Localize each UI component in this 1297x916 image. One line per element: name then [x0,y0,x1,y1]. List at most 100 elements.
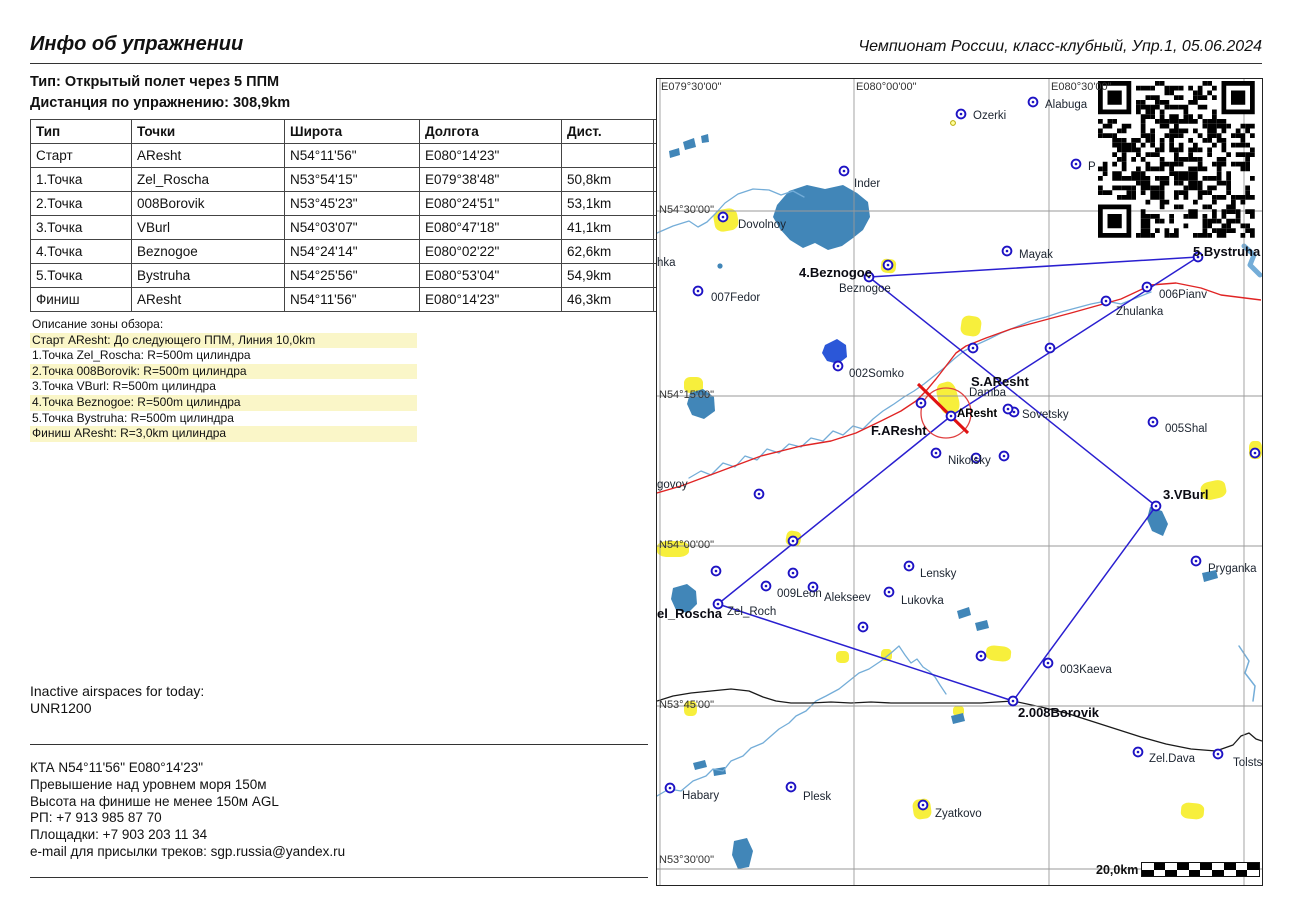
waypoint-marker-dot [921,803,925,807]
observation-zone-line: 3.Точка VBurl: R=500m цилиндра [32,379,216,394]
waypoint-label: 005Shal [1165,423,1208,435]
waypoint-marker-dot [714,569,718,573]
table-cell: 5.Точка [30,263,132,288]
observation-zone-line: Финиш AResht: R=3,0km цилиндра [30,426,417,442]
task-point-label: 5.Bystruha [1193,244,1261,259]
inactive-airspaces: Inactive airspaces for today: UNR1200 [30,683,204,716]
waypoint-marker-dot [696,289,700,293]
waypoint-label: govoy [657,479,688,491]
scale-bar-cell [1142,869,1154,876]
waypoint-label: 003Kaeva [1060,664,1112,676]
scale-bar-cell [1235,863,1248,870]
table-cell: 41,1km [561,215,654,240]
task-map[interactable]: 20,0km Ozerki Alabuga P Inder Dovolnoy Mayak 0… [656,78,1263,886]
table-row: 2.Точка 008Borovik N53°45'23" E080°24'51" 53… [30,191,717,216]
waypoint-marker-dot [979,654,983,658]
waypoint-marker-dot [1012,410,1016,414]
scale-bar-cell [1165,869,1178,876]
waypoint-label: Habary [682,790,720,802]
table-row: 3.ТочкаVBurlN54°03'07"E080°47'18"41,1km3… [30,215,717,240]
waypoint-marker-dot [867,275,871,279]
waypoint-label: Ozerki [973,110,1007,122]
scale-bar-cell [1212,863,1224,870]
observation-zone-line: 1.Точка Zel_Roscha: R=500m цилиндра [32,348,251,363]
task-point-label: 4.Beznogoe [799,265,872,280]
town-patch [1200,480,1227,500]
table-cell: 53,1km [561,191,654,216]
lake [701,134,709,143]
scale-bar-cell [1142,863,1154,870]
column-header: Дист. [561,119,654,144]
ring-dot [950,120,956,126]
town-patch [836,651,849,663]
table-cell: 4.Точка [30,239,132,264]
town-patch [1180,802,1205,820]
table-cell: 2.Точка [30,191,132,216]
waypoint-label: Lensky [920,568,957,580]
table-row: Старт AResht N54°11'56" E080°14'23" [30,143,717,168]
task-point-label: S.AResht [971,374,1029,389]
town-patch [684,377,703,393]
waypoint-label: 009Leon [777,588,822,600]
scale-bar-cell [1188,863,1201,870]
waypoint-marker-dot [836,364,840,368]
waypoint-marker-dot [811,585,815,589]
title-rule [30,63,1262,64]
waypoint-marker-dot [974,456,978,460]
waypoint-marker-dot [1031,100,1035,104]
table-cell: 3.Точка [30,215,132,240]
lake [1202,570,1218,582]
scale-bar-cell [1153,863,1166,870]
waypoint-marker-dot [1002,454,1006,458]
waypoint-label: Damba [969,387,1007,399]
contact-line: e-mail для присылки треков: sgp.russia@y… [30,843,346,859]
table-cell: 50,8km [561,167,654,192]
table-cell: Zel_Roscha [131,167,285,192]
waypoint-marker-dot [1046,661,1050,665]
observation-zone-line: 5.Точка Bystruha: R=500m цилиндра [32,410,234,425]
waypoint-marker-dot [1216,752,1220,756]
waypoint-label: 006Pianv [1159,289,1207,301]
town-patch [960,315,982,337]
contact-line: КТА N54°11'56" E080°14'23" [30,760,204,775]
waypoint-label: P [1088,161,1096,173]
table-row: 5.Точка Bystruha N54°25'56" E080°53'04" 54,9… [30,263,717,288]
waypoint-marker-dot [907,564,911,568]
map-scale-label: 20,0km [1096,863,1139,877]
waypoint-marker-dot [764,584,768,588]
table-cell [561,143,654,168]
waypoint-label: 007Fedor [711,292,761,304]
table-cell: 46,3km [561,287,654,312]
grid-coordinate-label: N54°30'00" [659,204,715,216]
scale-bar-cell [1212,869,1224,876]
grid-coordinate-label: N54°15'00" [659,389,715,401]
scale-bar-cell [1223,863,1236,870]
waypoint-marker-dot [959,112,963,116]
waypoint-label: Lukovka [901,595,944,607]
table-cell: N54°25'56" [284,263,420,288]
waypoint-label: Plesk [803,791,832,803]
table-cell: Старт [30,143,132,168]
waypoint-label: Alekseev [824,592,871,604]
task-route [717,256,1199,702]
waypoint-marker-dot [789,785,793,789]
column-header: Тип [30,119,132,144]
waypoint-marker-dot [791,539,795,543]
grid-coordinate-label: E079°30'00" [661,81,722,93]
lake [713,767,726,776]
waypoint-marker-dot [1136,750,1140,754]
inactive-airspaces-value: UNR1200 [30,699,92,716]
lake [683,138,696,150]
contact-line: РП: +7 913 985 87 70 [30,810,162,826]
grid-coordinate-label: N54°00'00" [659,539,715,551]
waypoint-marker-dot [716,602,720,606]
table-cell: VBurl [131,215,285,240]
scale-bar-cell [1223,869,1236,876]
task-point-label: 2.008Borovik [1018,705,1099,720]
town-patch [657,541,689,557]
observation-zone-line: Старт AResht: До следующего ППМ, Линия 1… [30,332,417,349]
scale-bar-cell [1247,863,1259,870]
waypoint-label: Dovolnoy [738,219,786,231]
lake [687,389,715,419]
waypoint-label: 002Somko [849,368,904,380]
